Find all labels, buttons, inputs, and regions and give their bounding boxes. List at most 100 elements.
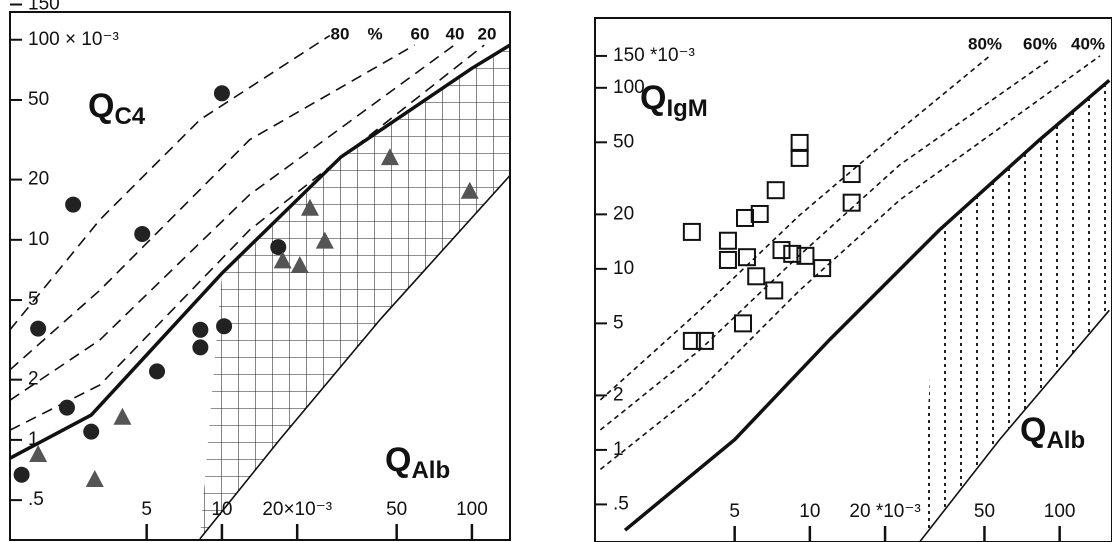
- y-tick-label: 20: [28, 169, 49, 190]
- data-point: [134, 225, 151, 242]
- hatch-region: [199, 45, 510, 539]
- curve-label: 60%: [1023, 34, 1057, 53]
- data-point: [460, 181, 479, 199]
- axis-label-sub: Alb: [1046, 427, 1085, 454]
- axis-label: QAlb: [385, 441, 450, 484]
- reference-curve: [9, 44, 415, 371]
- data-point: [192, 321, 209, 338]
- data-point: [734, 314, 753, 333]
- data-point: [790, 148, 809, 167]
- x-tick-label: 5: [729, 501, 740, 522]
- data-point: [772, 241, 791, 260]
- curve-label: 40: [446, 24, 465, 43]
- data-point: [29, 445, 48, 463]
- data-point: [796, 246, 815, 265]
- data-point: [813, 259, 832, 278]
- y-tick-label: 5: [28, 289, 39, 310]
- data-point: [736, 208, 755, 227]
- data-point: [85, 470, 104, 488]
- data-point: [695, 331, 714, 350]
- data-point: [315, 231, 334, 249]
- x-tick-label: 20×10⁻³: [262, 499, 332, 520]
- curve-label: 20: [478, 24, 497, 43]
- data-point: [65, 196, 82, 213]
- y-tick-label: 150: [28, 0, 60, 15]
- data-point: [718, 250, 737, 269]
- data-point: [113, 407, 132, 425]
- data-point: [213, 85, 230, 102]
- data-point: [842, 193, 861, 212]
- reference-curve: [9, 43, 511, 460]
- y-tick-label: 2: [28, 369, 39, 390]
- data-point: [682, 222, 701, 241]
- y-tick-label: 50: [613, 131, 634, 152]
- y-tick-label: 100: [613, 77, 645, 98]
- x-tick-label: 50: [974, 501, 995, 522]
- data-point: [13, 466, 30, 483]
- data-point: [766, 181, 785, 200]
- y-tick-label: 20: [613, 203, 634, 224]
- data-point: [270, 239, 287, 256]
- y-tick-label: .5: [28, 489, 44, 510]
- reference-curve: [599, 55, 1101, 471]
- data-point: [842, 165, 861, 184]
- data-point: [747, 267, 766, 286]
- data-point: [790, 133, 809, 152]
- data-point: [718, 231, 737, 250]
- reference-curve: [199, 174, 511, 540]
- reference-curve: [918, 309, 1110, 542]
- reference-curve: [9, 44, 485, 431]
- x-tick-label: 100: [456, 499, 488, 520]
- data-point: [290, 255, 309, 273]
- y-tick-label: 150 *10⁻³: [613, 45, 695, 66]
- axis-label-main: Q: [385, 441, 411, 479]
- reference-curve: [9, 44, 455, 401]
- data-point: [300, 198, 319, 216]
- curve-label: 80%: [968, 34, 1002, 53]
- y-tick-label: 2: [613, 384, 624, 405]
- x-tick-label: 50: [386, 499, 407, 520]
- x-tick-label: 10: [799, 501, 820, 522]
- x-tick-label: 20 *10⁻³: [849, 501, 920, 522]
- axis-label-main: Q: [1020, 411, 1046, 449]
- reference-curve: [623, 78, 1111, 532]
- curve-label: 80: [331, 24, 350, 43]
- y-tick-label: 10: [613, 258, 634, 279]
- axis-label: QIgM: [640, 79, 708, 122]
- y-tick-label: .5: [613, 493, 629, 514]
- data-point: [750, 204, 769, 223]
- axis-label: QC4: [88, 87, 146, 130]
- axis-label: QAlb: [1020, 411, 1085, 454]
- axis-label-sub: C4: [114, 103, 145, 130]
- data-point: [765, 281, 784, 300]
- data-point: [58, 399, 75, 416]
- data-point: [273, 251, 292, 269]
- axis-label-sub: Alb: [411, 457, 450, 484]
- reference-curve: [599, 55, 991, 401]
- curve-label: 60: [411, 24, 430, 43]
- data-point: [380, 148, 399, 166]
- data-point: [682, 331, 701, 350]
- axis-label-main: Q: [88, 87, 114, 125]
- data-point: [216, 318, 233, 335]
- y-tick-label: 10: [28, 229, 49, 250]
- panel: 150 *10⁻³ 100 50 20 10 5 2 1 .5 5 10 20 *10⁻³ 50 100 8…: [594, 17, 1112, 542]
- data-point: [783, 244, 802, 263]
- plot-frame: [594, 17, 1112, 542]
- x-tick-label: 5: [141, 499, 152, 520]
- y-tick-label: 1: [613, 439, 624, 460]
- y-tick-label: 100 × 10⁻³: [28, 29, 119, 50]
- hatch-region: [919, 80, 1110, 542]
- data-point: [83, 423, 100, 440]
- data-point: [149, 363, 166, 380]
- axis-label-sub: IgM: [666, 95, 707, 122]
- curve-label: %: [367, 24, 382, 43]
- data-point: [30, 320, 47, 337]
- y-tick-label: 50: [28, 89, 49, 110]
- axis-label-main: Q: [640, 79, 666, 117]
- plot-frame: [9, 11, 511, 541]
- y-tick-label: 5: [613, 312, 624, 333]
- curve-label: 40%: [1071, 34, 1105, 53]
